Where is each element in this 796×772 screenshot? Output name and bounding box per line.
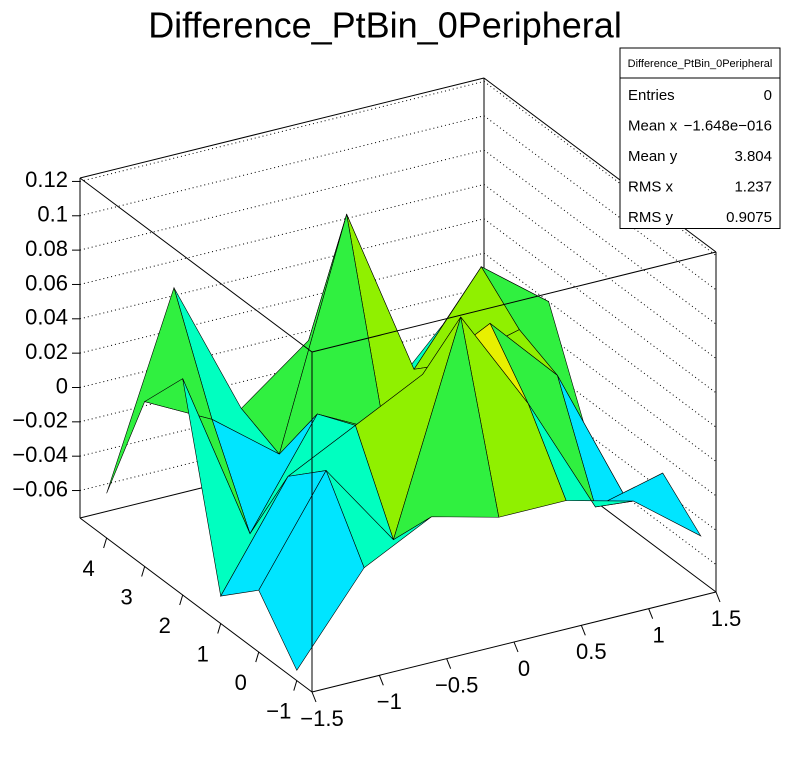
box-edge [79,177,313,353]
z-tick-label: −0.06 [12,476,68,501]
stats-label: Mean y [628,148,678,165]
chart-title: Difference_PtBin_0Peripheral [148,5,622,46]
y-tick-label: −1 [266,698,291,723]
z-tick-label: −0.02 [12,408,68,433]
stats-value: 1.237 [734,178,772,195]
x-tick [311,691,317,703]
grid-line [79,183,485,285]
grid-line [79,287,485,388]
y-tick [141,566,146,577]
grid-line [483,218,717,394]
grid-line [483,149,717,325]
x-tick-label: −0.5 [435,672,478,697]
x-tick [378,675,384,686]
z-tick-label: 0 [56,373,68,398]
y-tick [103,537,108,549]
x-tick [648,608,654,619]
x-tick [513,641,519,653]
x-tick-label: 0.5 [576,639,607,664]
stats-title: Difference_PtBin_0Peripheral [628,58,773,70]
x-tick [446,658,452,669]
stats-value: 0.9075 [726,209,772,226]
stats-label: RMS y [628,209,674,226]
surface-cell [258,469,365,671]
grid-line [79,80,485,182]
x-tick-label: 1.5 [711,606,742,631]
x-tick [580,625,586,636]
box-edge [311,251,717,353]
y-tick-label: 1 [197,641,209,666]
grid-line [79,218,485,320]
z-tick-label: 0.04 [25,305,68,330]
grid-line [483,115,717,291]
stats-label: Mean x [628,117,678,134]
x-tick-label: −1.5 [300,706,343,731]
z-tick-label: 0.08 [25,236,68,261]
x-tick [715,591,721,603]
z-tick-label: 0.06 [25,270,68,295]
y-tick [255,651,260,663]
stats-value: 3.804 [734,148,772,165]
y-tick-label: 3 [121,584,133,609]
y-tick-label: 0 [235,670,247,695]
y-tick [217,623,222,634]
y-tick [179,594,184,606]
grid-line [483,252,717,428]
stats-value: 0 [764,87,772,104]
y-tick-label: 2 [159,613,171,638]
stats-box [619,47,781,229]
grid-line [79,115,485,217]
grid-line [79,149,485,251]
z-tick-label: −0.04 [12,442,68,467]
grid-line [79,252,485,354]
grid-line [483,184,717,359]
stats-label: Entries [628,87,675,104]
grid-line [483,81,717,256]
x-tick-label: 0 [518,656,530,681]
stats-label: RMS x [628,178,674,195]
y-axis [79,517,313,693]
z-tick-label: 0.1 [37,202,68,227]
box-edge [79,77,485,179]
x-tick-label: 1 [653,622,665,647]
y-tick-label: 4 [82,556,94,581]
y-tick [293,680,298,691]
z-tick-label: 0.02 [25,339,68,364]
z-tick-label: 0.12 [25,167,68,192]
x-tick-label: −1 [377,689,402,714]
stats-value: −1.648e−016 [684,117,772,134]
